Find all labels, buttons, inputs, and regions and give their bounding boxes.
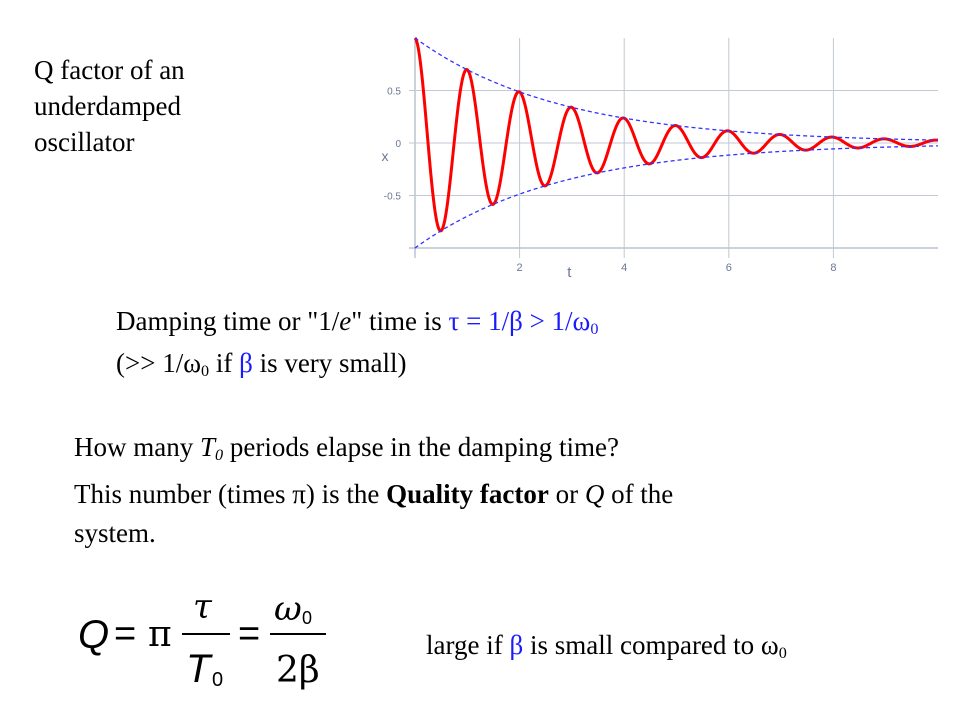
formula-Q: Q xyxy=(78,613,109,657)
title-line-2: underdamped xyxy=(34,91,181,121)
para-l2-b: or xyxy=(548,479,585,509)
quality-paragraph: How many T0 periods elapse in the dampin… xyxy=(74,428,934,553)
large-beta: β xyxy=(509,630,524,660)
para-l1-T: T xyxy=(199,432,216,462)
y-tick-label-2: -0.5 xyxy=(384,192,402,203)
title-line-3: oscillator xyxy=(34,127,135,157)
formula-pi: π xyxy=(148,614,172,655)
x-tick-label-1: 4 xyxy=(621,262,627,274)
para-line-3: system. xyxy=(74,518,156,548)
condition-if: if xyxy=(209,348,240,378)
para-l2-bold: Quality factor xyxy=(386,479,549,509)
para-l2-c: of the xyxy=(604,479,674,509)
large-a: large if xyxy=(426,630,510,660)
formula-eq1: = xyxy=(114,613,136,655)
damping-mid: " time is xyxy=(351,306,449,336)
damping-eq-sub: 0 xyxy=(590,320,599,338)
formula-T: T xyxy=(186,647,213,691)
y-tick-label-0: 0.5 xyxy=(387,87,401,98)
x-tick-label-2: 6 xyxy=(726,262,732,274)
para-l2-a: This number (times π) is the xyxy=(74,479,387,509)
q-formula: Q = π τ T 0 = ω 0 2β xyxy=(78,582,378,692)
para-l1-a: How many xyxy=(74,432,200,462)
oscillation-curve xyxy=(413,36,939,233)
damping-e: e xyxy=(339,306,352,336)
damping-equation: τ = 1/β > 1/ω0 xyxy=(448,306,599,338)
large-sub: 0 xyxy=(778,644,787,662)
formula-two-beta: 2β xyxy=(276,650,320,691)
damped-oscillation-chart: 2 4 6 8 0.5 0 -0.5 t x xyxy=(382,36,939,281)
para-l1-b: periods elapse in the damping time? xyxy=(223,432,619,462)
formula-omega: ω xyxy=(274,589,302,629)
condition-sub: 0 xyxy=(200,362,210,380)
formula-eq2: = xyxy=(238,613,260,655)
x-tick-label-0: 2 xyxy=(517,262,523,274)
damping-condition-line: (>> 1/ω0 if β is very small) xyxy=(116,348,407,381)
damping-eq-text: τ = 1/β > 1/ω xyxy=(448,306,591,336)
para-line-1: How many T0 periods elapse in the dampin… xyxy=(74,428,934,475)
x-axis-label: t xyxy=(567,264,572,281)
condition-beta: β xyxy=(239,348,253,378)
condition-end: is very small) xyxy=(252,348,407,378)
slide-title: Q factor of an underdamped oscillator xyxy=(34,52,274,160)
damping-time-line: Damping time or "1/e" time is τ = 1/β > … xyxy=(116,306,598,339)
para-l2-Q: Q xyxy=(584,479,605,509)
formula-omega-sub: 0 xyxy=(302,608,312,628)
formula-tau: τ xyxy=(193,587,213,627)
damping-prefix: Damping time or "1/ xyxy=(116,306,340,336)
y-tick-label-1: 0 xyxy=(395,139,401,150)
envelope-lower-curve xyxy=(414,145,939,249)
condition-open: (>> 1/ω xyxy=(116,348,201,378)
para-l1-sub: 0 xyxy=(215,446,224,464)
y-axis-label: x xyxy=(382,148,389,164)
para-line-2: This number (times π) is the Quality fac… xyxy=(74,475,934,514)
title-line-1: Q factor of an xyxy=(34,55,185,85)
large-b: is small compared to xyxy=(523,630,761,660)
large-omega: ω xyxy=(760,630,779,660)
x-tick-label-3: 8 xyxy=(830,262,836,274)
envelope-upper-curve xyxy=(414,37,939,141)
large-if-line: large if β is small compared to ω0 xyxy=(426,630,787,663)
formula-T-sub: 0 xyxy=(212,669,223,691)
